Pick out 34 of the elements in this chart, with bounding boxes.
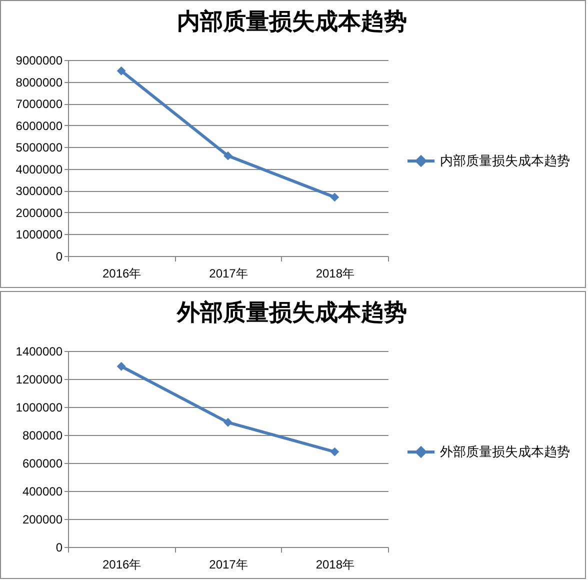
chart-title: 内部质量损失成本趋势 (177, 9, 407, 34)
y-tick-label: 600000 (22, 456, 63, 470)
y-tick-label: 1000000 (16, 400, 63, 414)
x-tick-label: 2017年 (209, 558, 248, 572)
y-tick-label: 0 (56, 540, 63, 554)
y-tick-label: 800000 (22, 428, 63, 442)
point (224, 151, 232, 160)
y-tick-label: 5000000 (16, 140, 63, 155)
x-tick-label: 2016年 (102, 558, 142, 572)
chart-title: 外部质量损失成本趋势 (176, 300, 407, 325)
y-tick-label: 8000000 (16, 75, 63, 90)
point (116, 362, 126, 371)
y-tick-label: 1000000 (16, 228, 63, 242)
point (330, 192, 340, 202)
y-tick-label: 1400000 (16, 344, 63, 358)
x-tick-label: 2016年 (102, 266, 142, 280)
x-tick-label: 2017年 (209, 266, 248, 280)
legend-label: 内部质量损失成本趋势 (440, 153, 570, 168)
point (224, 418, 232, 427)
y-tick-label: 9000000 (16, 54, 63, 68)
y-tick-label: 3000000 (16, 184, 63, 198)
y-tick-label: 0 (56, 250, 63, 264)
x-tick-label: 2018年 (316, 558, 355, 572)
point (330, 447, 340, 456)
x-tick-label: 2018年 (316, 266, 355, 280)
legend-label: 外部质量损失成本趋势 (440, 444, 570, 459)
y-tick-label: 400000 (22, 484, 63, 498)
y-tick-label: 2000000 (16, 206, 63, 220)
point (116, 66, 126, 76)
y-tick-label: 7000000 (16, 97, 63, 112)
y-tick-label: 1200000 (16, 372, 63, 386)
y-tick-label: 6000000 (16, 118, 63, 133)
y-tick-label: 4000000 (16, 162, 63, 176)
y-tick-label: 200000 (22, 512, 63, 526)
